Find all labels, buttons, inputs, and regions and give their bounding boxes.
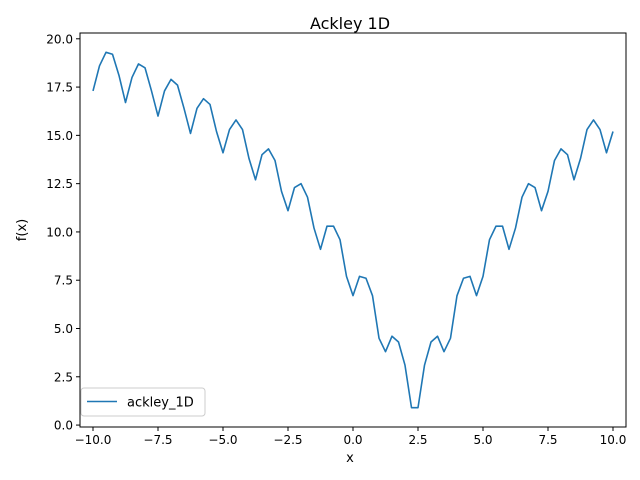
plot-area bbox=[92, 51, 614, 409]
legend: ackley_1D bbox=[80, 387, 206, 417]
legend-label: ackley_1D bbox=[127, 396, 194, 411]
y-tick-label: 15.0 bbox=[46, 129, 73, 143]
x-tick-label: −2.5 bbox=[273, 433, 302, 447]
y-axis: 0.0 2.5 5.0 7.5 10.0 12.5 15.0 17.5 20.0 bbox=[46, 32, 80, 433]
y-tick-label: 2.5 bbox=[54, 370, 73, 384]
x-tick-label: −5.0 bbox=[208, 433, 237, 447]
y-tick-label: 10.0 bbox=[46, 225, 73, 239]
y-tick-label: 0.0 bbox=[54, 419, 73, 433]
x-tick-label: 10.0 bbox=[600, 433, 627, 447]
chart-title: Ackley 1D bbox=[310, 14, 390, 33]
x-axis-label: x bbox=[346, 451, 354, 466]
y-tick-label: 20.0 bbox=[46, 32, 73, 46]
y-tick-label: 17.5 bbox=[46, 81, 73, 95]
legend-box bbox=[80, 387, 206, 417]
x-tick-label: 2.5 bbox=[408, 433, 427, 447]
y-tick-label: 12.5 bbox=[46, 177, 73, 191]
y-axis-label: f(x) bbox=[15, 219, 30, 241]
y-tick-label: 5.0 bbox=[54, 322, 73, 336]
x-tick-label: 0.0 bbox=[343, 433, 362, 447]
x-tick-label: −7.5 bbox=[143, 433, 172, 447]
x-tick-label: −10.0 bbox=[75, 433, 112, 447]
x-tick-label: 5.0 bbox=[473, 433, 492, 447]
series-line-ackley_1D bbox=[92, 51, 614, 409]
x-tick-label: 7.5 bbox=[538, 433, 557, 447]
y-tick-label: 7.5 bbox=[54, 274, 73, 288]
x-axis: −10.0 −7.5 −5.0 −2.5 0.0 2.5 5.0 7.5 10.0 bbox=[75, 427, 627, 447]
